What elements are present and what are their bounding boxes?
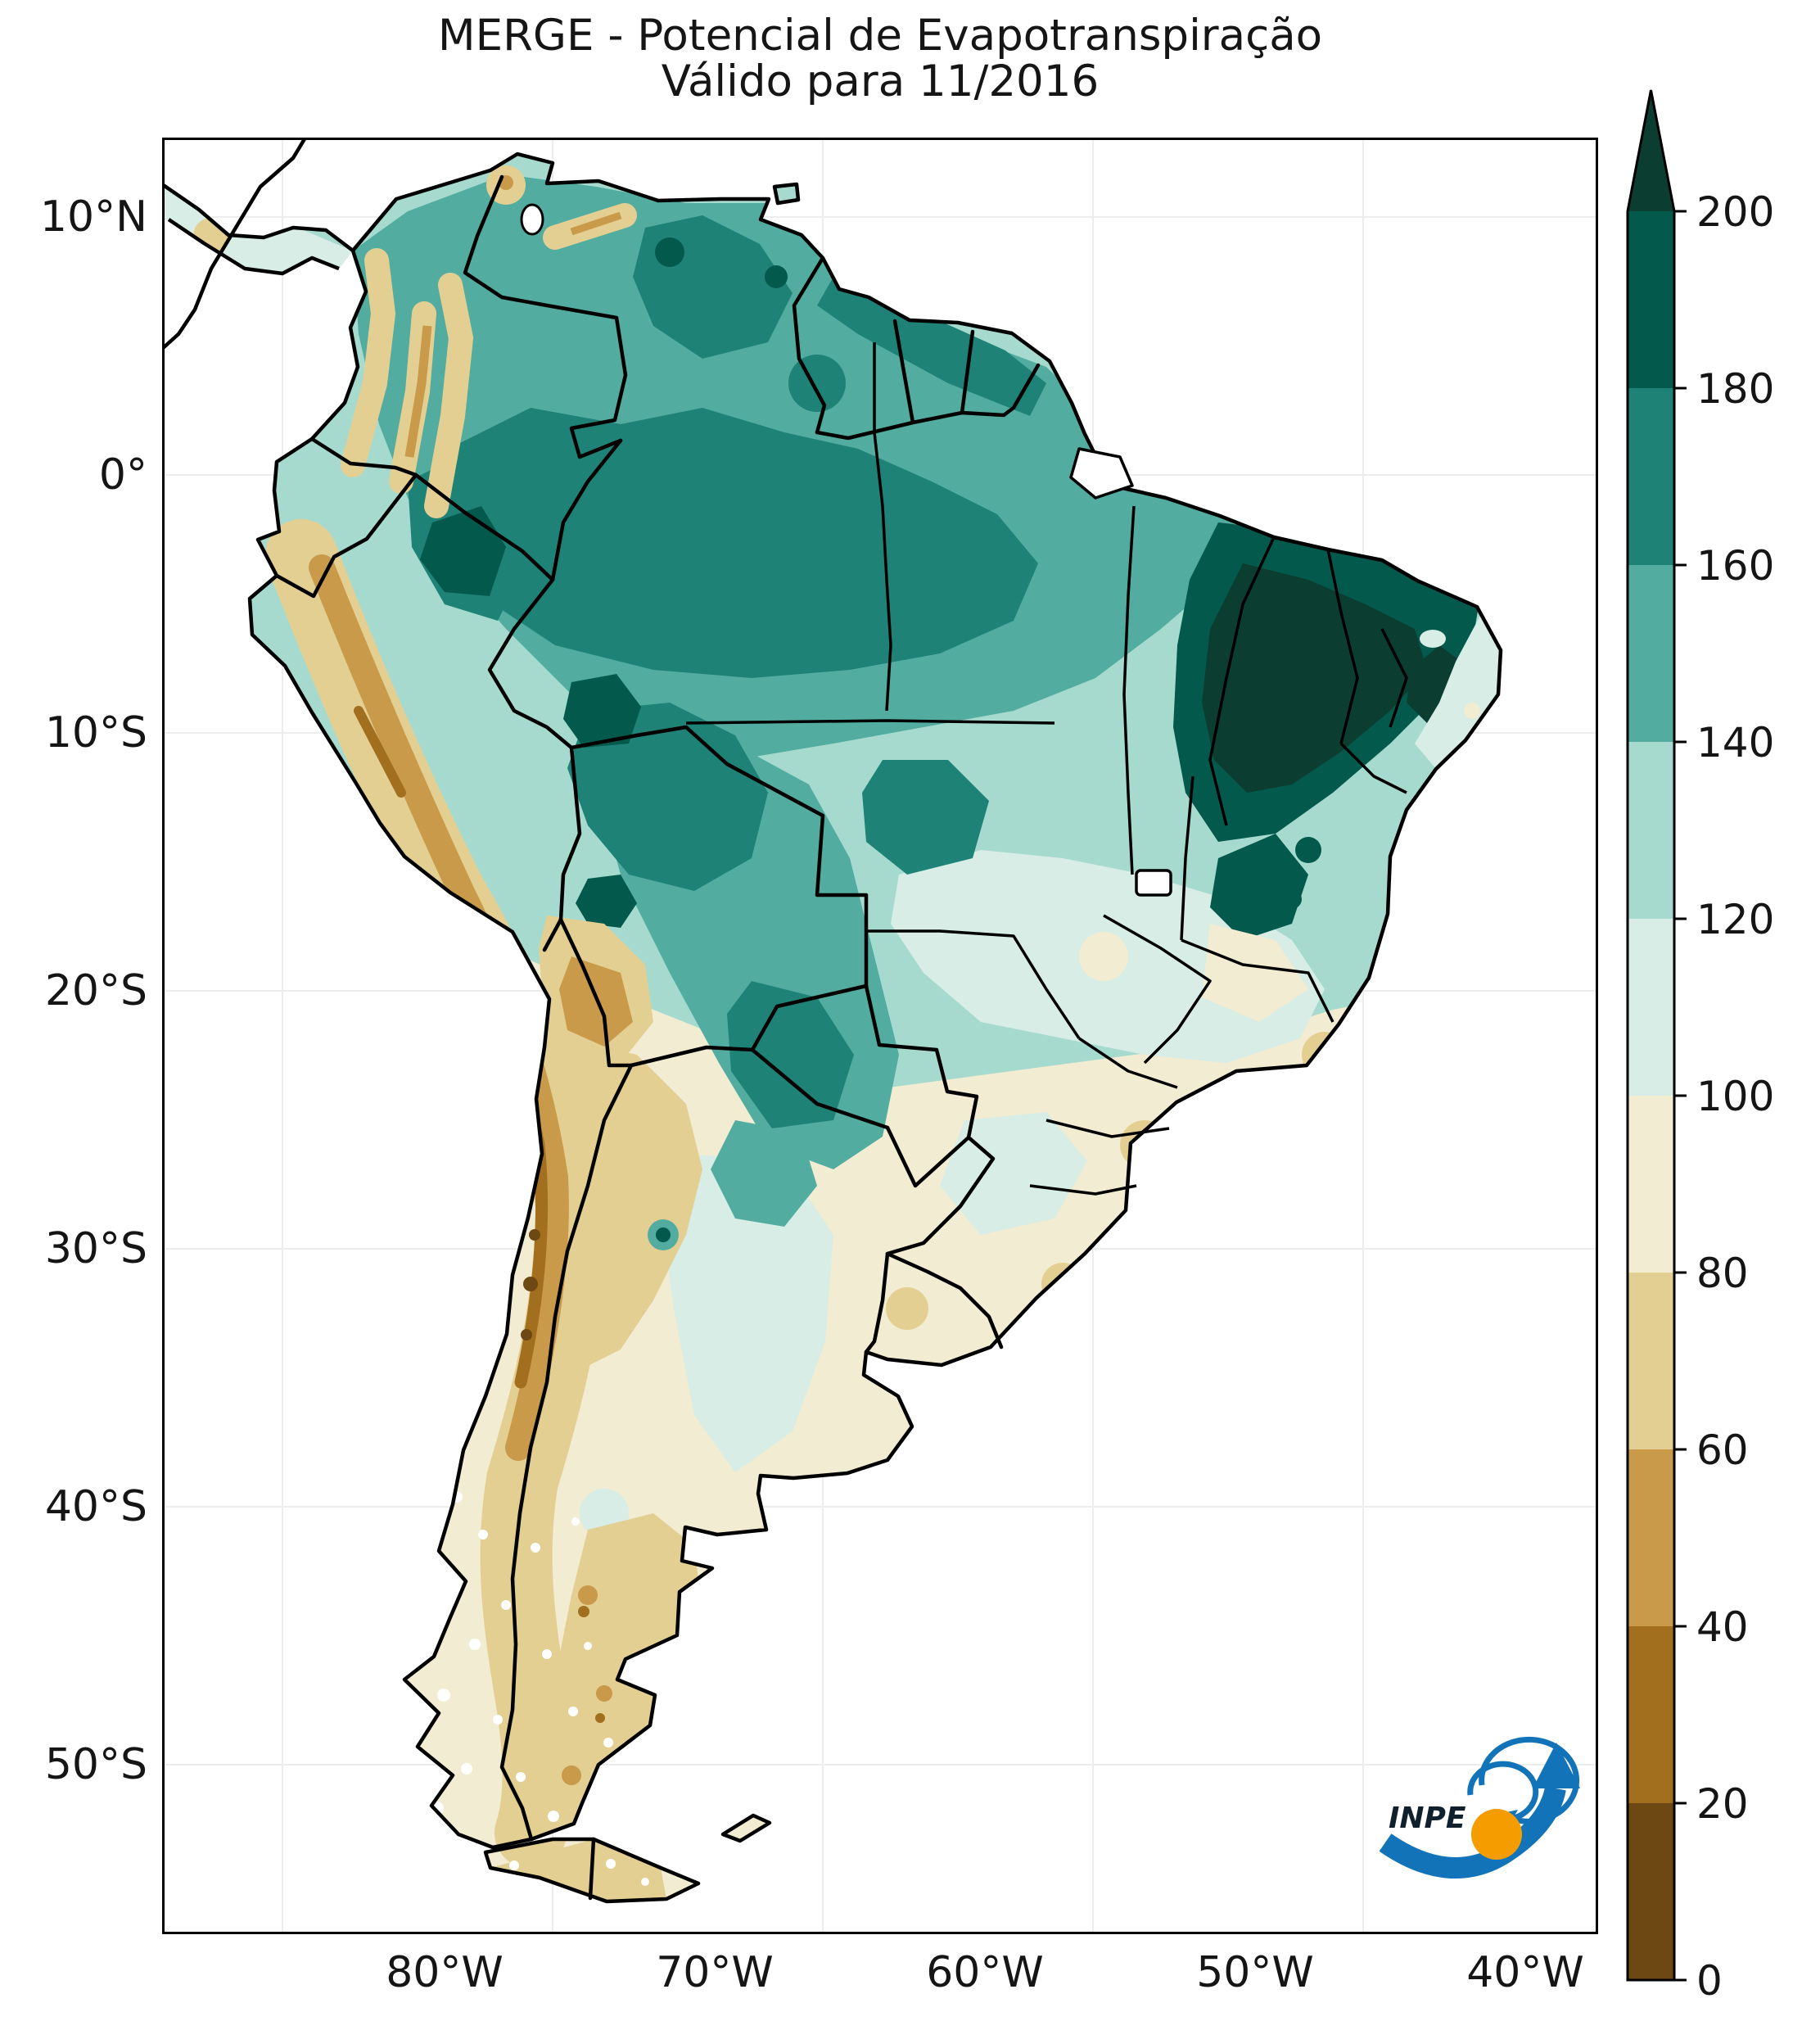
ytick-50s: 50°S	[44, 1740, 147, 1789]
colorbar-segments	[1628, 90, 1674, 1980]
xtick-70w: 70°W	[656, 1948, 774, 1997]
xtick-50w: 50°W	[1196, 1948, 1314, 1997]
xtick-60w: 60°W	[926, 1948, 1044, 1997]
colorbar-tick-labels: 200 180 160 140 120 100 80 60 40 20 0	[1696, 188, 1774, 2005]
svg-text:180: 180	[1696, 365, 1774, 413]
ytick-40s: 40°S	[44, 1482, 147, 1531]
svg-text:160: 160	[1696, 542, 1774, 590]
xtick-80w: 80°W	[386, 1948, 504, 1997]
svg-text:100: 100	[1696, 1073, 1774, 1120]
colorbar-canvas: 200 180 160 140 120 100 80 60 40 20 0	[1626, 89, 1774, 2005]
colorbar: 200 180 160 140 120 100 80 60 40 20 0	[1605, 66, 1820, 2023]
figure-subtitle: Válido para 11/2016	[661, 57, 1100, 106]
colorbar-tickmarks	[1674, 210, 1687, 1982]
ytick-0: 0°	[98, 450, 147, 500]
ytick-10n: 10°N	[39, 192, 147, 242]
svg-text:120: 120	[1696, 896, 1774, 943]
svg-text:200: 200	[1696, 188, 1774, 236]
svg-text:140: 140	[1696, 719, 1774, 766]
ytick-10s: 10°S	[44, 708, 147, 757]
ytick-30s: 30°S	[44, 1224, 147, 1273]
evapotranspiration-field	[162, 154, 1501, 1901]
svg-text:60: 60	[1696, 1426, 1749, 1474]
ytick-20s: 20°S	[44, 966, 147, 1015]
svg-text:20: 20	[1696, 1780, 1749, 1828]
country-borders	[274, 174, 1041, 1901]
figure-title: MERGE - Potencial de Evapotranspiração	[437, 11, 1323, 61]
svg-text:40: 40	[1696, 1603, 1749, 1651]
map-border	[162, 138, 1598, 1934]
coastlines	[160, 136, 1503, 1904]
xtick-40w: 40°W	[1466, 1948, 1584, 1997]
distrito-federal-outline	[1135, 869, 1172, 897]
state-borders	[685, 342, 1408, 1196]
map-canvas: INPE	[160, 136, 1598, 1934]
svg-text:0: 0	[1696, 1957, 1723, 2005]
inpe-logo-text: INPE	[1389, 1802, 1466, 1835]
colorbar-over-arrow	[1628, 90, 1674, 211]
svg-text:80: 80	[1696, 1250, 1749, 1297]
inpe-logo: INPE	[1379, 1736, 1580, 1879]
map-area: INPE	[160, 136, 1598, 1934]
